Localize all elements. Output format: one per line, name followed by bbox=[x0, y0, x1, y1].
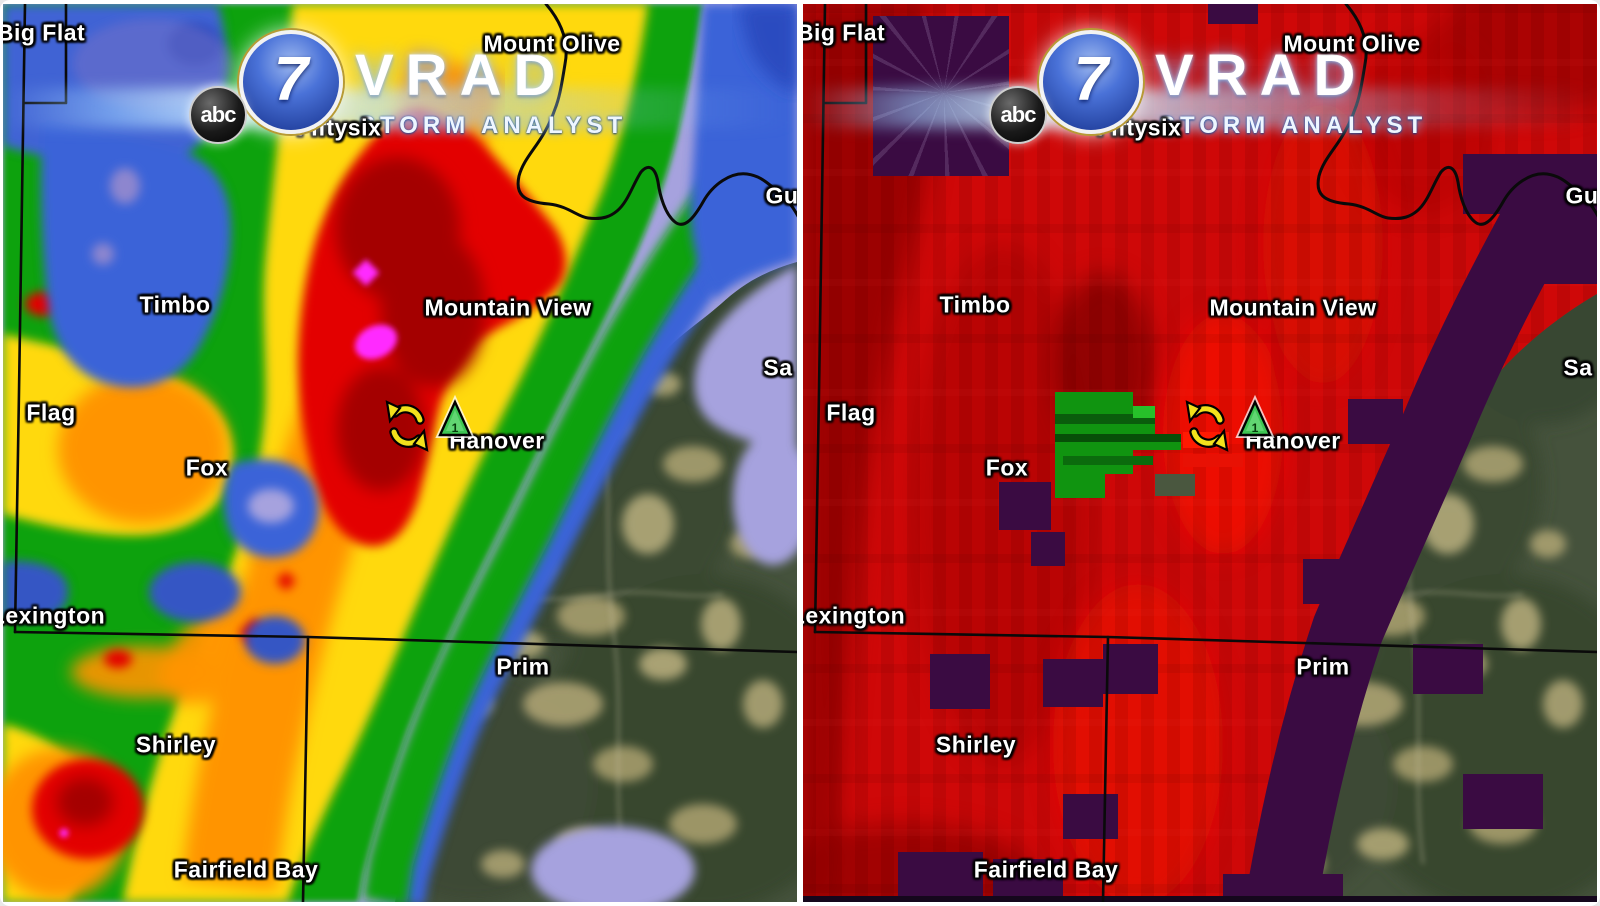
town-label-shirley: Shirley bbox=[135, 731, 217, 758]
town-label-gu: Gu bbox=[765, 182, 797, 209]
town-label-big-flat: Big Flat bbox=[803, 19, 886, 46]
town-label-flag: Flag bbox=[826, 399, 876, 426]
town-label-shirley: Shirley bbox=[935, 731, 1017, 758]
reflectivity-radar-art bbox=[3, 4, 797, 902]
town-label-fairfield-bay: Fairfield Bay bbox=[973, 856, 1119, 883]
town-label-sa: Sa bbox=[1563, 354, 1593, 381]
town-label-timbo: Timbo bbox=[139, 291, 211, 318]
town-label-gu: Gu bbox=[1565, 182, 1597, 209]
town-label-fairfield-bay: Fairfield Bay bbox=[173, 856, 319, 883]
town-label-mount-olive: Mount Olive bbox=[1283, 30, 1421, 57]
town-label-mount-olive: Mount Olive bbox=[483, 30, 621, 57]
storm-markers bbox=[3, 4, 797, 902]
town-label-big-flat: Big Flat bbox=[3, 19, 86, 46]
town-label-prim: Prim bbox=[496, 653, 550, 680]
town-label-mountain-view: Mountain View bbox=[424, 294, 592, 321]
town-label-sa: Sa bbox=[763, 354, 793, 381]
velocity-panel: abc 7 VRAD STORM ANALYST Big Flat Mount … bbox=[803, 4, 1597, 902]
town-label-timbo: Timbo bbox=[939, 291, 1011, 318]
town-label-fox: Fox bbox=[185, 454, 229, 481]
town-label-flag: Flag bbox=[26, 399, 76, 426]
storm-markers bbox=[803, 4, 1597, 902]
town-label-lexington: Lexington bbox=[803, 602, 906, 629]
town-label-mountain-view: Mountain View bbox=[1209, 294, 1377, 321]
town-label-lexington: Lexington bbox=[3, 602, 106, 629]
reflectivity-panel: abc 7 VRAD STORM ANALYST Big Flat Mount … bbox=[3, 4, 797, 902]
town-label-fox: Fox bbox=[985, 454, 1029, 481]
town-label-prim: Prim bbox=[1296, 653, 1350, 680]
